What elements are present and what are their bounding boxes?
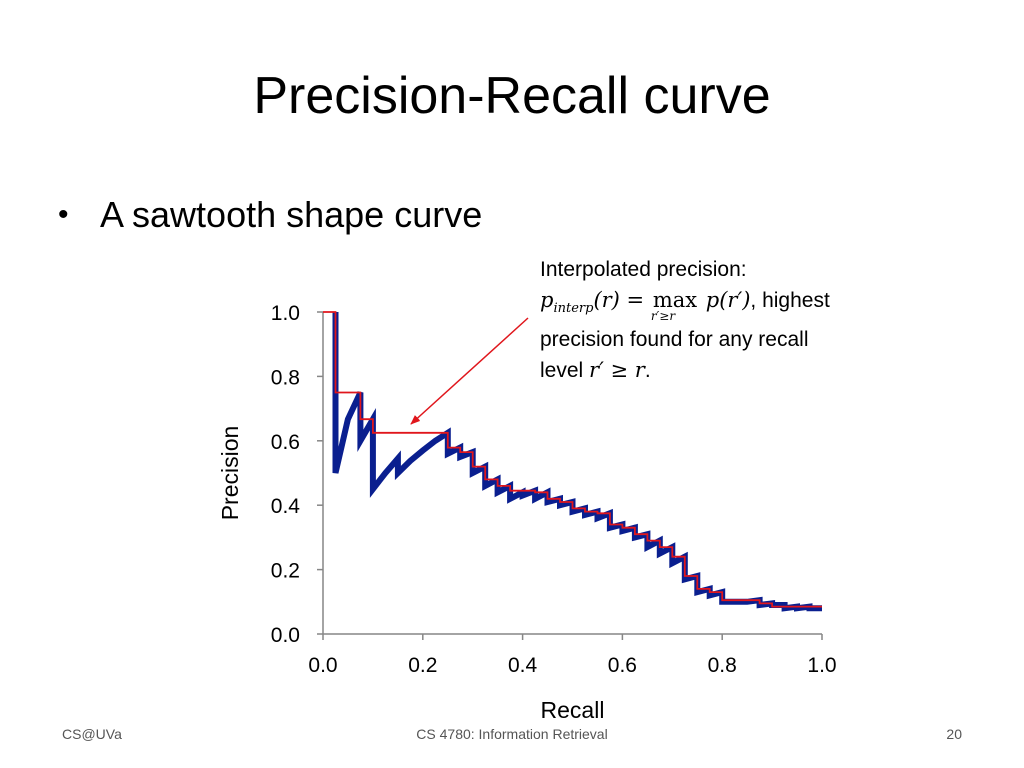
x-tick-label: 0.4 [508, 654, 538, 677]
axes-layer: 0.0 0.2 0.4 0.6 0.8 1.0 0.0 0.2 0.4 0.6 0.8 1.0 Reca… [217, 302, 837, 723]
formula-arg: (r) = [593, 288, 651, 312]
annotation-line-4: level r′ ≥ r. [540, 355, 900, 386]
x-tick-label: 0.0 [308, 654, 337, 677]
annotation-arrow [410, 317, 529, 425]
annotation-box: Interpolated precision: pinterp(r) = max… [540, 254, 900, 386]
line4-math: r′ ≥ r [589, 358, 645, 383]
formula-rhs: p(r′) [699, 288, 751, 312]
y-tick-label: 1.0 [271, 302, 300, 325]
x-tick-label: 1.0 [807, 654, 836, 677]
x-tick-label: 0.6 [608, 654, 637, 677]
formula-max-subscript: r′≥r [650, 309, 676, 323]
footer-center: CS 4780: Information Retrieval [416, 726, 608, 742]
formula-subscript: interp [553, 301, 594, 317]
line4-prefix: level [540, 359, 590, 383]
bullet-text: A sawtooth shape curve [100, 194, 483, 235]
bullet-dot-icon: • [58, 198, 69, 231]
slide-title: Precision-Recall curve [253, 67, 771, 125]
y-tick-label: 0.8 [271, 366, 300, 389]
bullet-item: • A sawtooth shape curve [58, 192, 482, 238]
x-tick-label: 0.8 [708, 654, 737, 677]
formula-p: p [540, 288, 554, 312]
x-axis-title: Recall [541, 697, 605, 723]
line4-suffix: . [644, 359, 651, 383]
interpolated-precision-line [323, 311, 822, 608]
y-axis-title: Precision [217, 426, 243, 521]
y-tick-label: 0.4 [271, 495, 301, 518]
annotation-line-1: Interpolated precision: [540, 258, 747, 281]
y-tick-label: 0.2 [271, 560, 300, 583]
y-tick-label: 0.6 [271, 431, 300, 454]
precision-curve-line [332, 312, 822, 612]
annotation-line-3: precision found for any recall [540, 328, 809, 352]
footer-left: CS@UVa [62, 726, 122, 742]
series-layer [323, 311, 822, 612]
footer-right: 20 [946, 726, 962, 742]
annotation-formula: pinterp(r) = max r′≥r p(r′), highest [540, 285, 900, 324]
y-tick-label: 0.0 [271, 624, 300, 647]
formula-tail: , highest [750, 289, 830, 312]
formula-max-operator: max r′≥r [651, 285, 698, 323]
formula-max: max [652, 288, 698, 312]
x-tick-label: 0.2 [408, 654, 437, 677]
